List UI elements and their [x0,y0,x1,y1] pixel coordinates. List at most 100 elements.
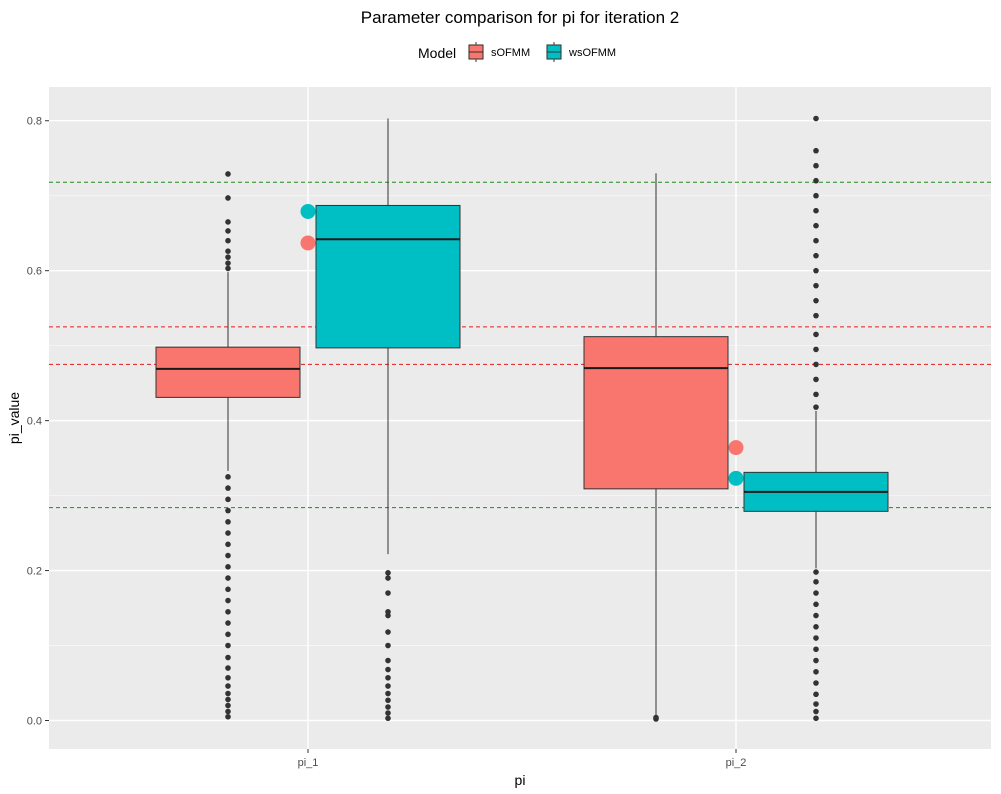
y-tick-label: 0.2 [27,566,42,578]
outlier-point [813,346,819,353]
outlier-point [385,683,391,689]
outlier-point [225,654,231,661]
true-value-point [300,203,316,219]
true-value-point [300,235,316,251]
outlier-point [225,674,231,681]
outlier-point [225,260,231,266]
grid-lines [49,87,991,749]
outlier-point [813,237,819,244]
outlier-point [385,590,391,596]
outlier-point [813,162,819,169]
outlier-point [813,612,819,619]
outlier-point [225,474,231,480]
outlier-point [385,609,391,615]
box-iqr [155,346,301,398]
outlier-point [813,646,819,653]
y-axis: 0.0 0.2 0.4 0.6 0.8 [27,116,49,728]
outlier-point [225,586,231,593]
outlier-point [813,282,819,289]
outlier-point [813,297,819,304]
outlier-point [225,496,231,503]
x-axis: pi_1 pi_2 [298,749,747,769]
y-tick-label: 0.0 [27,716,42,728]
legend-label: sOFMM [491,47,530,59]
outlier-point [813,376,819,383]
box-iqr [583,336,729,490]
outlier-point [225,575,231,581]
outlier-point [385,629,391,635]
box-series [155,115,889,722]
outlier-point [225,228,231,234]
outlier-point [653,714,659,721]
outlier-point [813,192,819,199]
outlier-point [385,657,391,664]
outlier-point [813,312,819,319]
true-value-point [728,470,744,486]
series-wsOFMM [300,115,889,722]
true-value-point [728,440,744,456]
outlier-point [813,657,819,664]
y-tick-label: 0.8 [27,116,42,128]
outlier-point [225,690,231,697]
legend-title: Model [418,45,456,61]
outlier-point [813,147,819,154]
outlier-point [813,680,819,686]
outlier-point [813,691,819,698]
outlier-point [813,115,819,122]
outlier-point [385,690,391,697]
outlier-point [225,237,231,244]
legend-label: wsOFMM [568,47,616,59]
outlier-point [813,635,819,641]
outlier-point [225,665,231,671]
outlier-point [225,552,231,559]
outlier-point [813,569,819,575]
outlier-point [385,715,391,722]
box-wsOFMM-pi_1 [300,118,461,722]
outlier-point [225,541,231,548]
outlier-point [813,177,819,184]
outlier-point [385,674,391,681]
outlier-point [813,331,819,338]
outlier-point [225,708,231,715]
outlier-point [225,609,231,615]
y-axis-title: pi_value [6,392,22,444]
x-tick-label: pi_1 [298,757,319,769]
outlier-point [813,391,819,398]
outlier-point [225,696,231,703]
outlier-point [385,704,391,710]
outlier-point [813,601,819,608]
plot-panel [49,87,991,749]
x-tick-label: pi_2 [726,757,747,769]
outlier-point [225,713,231,720]
outlier-point [225,530,231,536]
outlier-point [225,219,231,225]
chart-title: Parameter comparison for pi for iteratio… [361,8,679,27]
outlier-point [225,564,231,570]
outlier-point [813,404,819,410]
outlier-point [225,519,231,525]
outlier-point [225,702,231,709]
outlier-point [813,708,819,715]
legend-key-wsOFMM: wsOFMM [546,42,616,62]
outlier-point [225,597,231,604]
outlier-point [225,248,231,254]
outlier-point [385,697,391,704]
y-tick-label: 0.4 [27,416,42,428]
outlier-point [225,507,231,514]
outlier-point [813,361,819,368]
outlier-point [813,579,819,585]
outlier-point [813,267,819,274]
box-iqr [315,204,461,349]
outlier-point [813,207,819,214]
outlier-point [225,254,231,260]
outlier-point [813,701,819,707]
outlier-point [225,620,231,626]
outlier-point [225,171,231,177]
outlier-point [385,666,391,673]
outlier-point [385,575,391,581]
outlier-point [813,252,819,259]
legend-key-sOFMM: sOFMM [468,42,530,62]
outlier-point [225,485,231,491]
outlier-point [385,642,391,649]
